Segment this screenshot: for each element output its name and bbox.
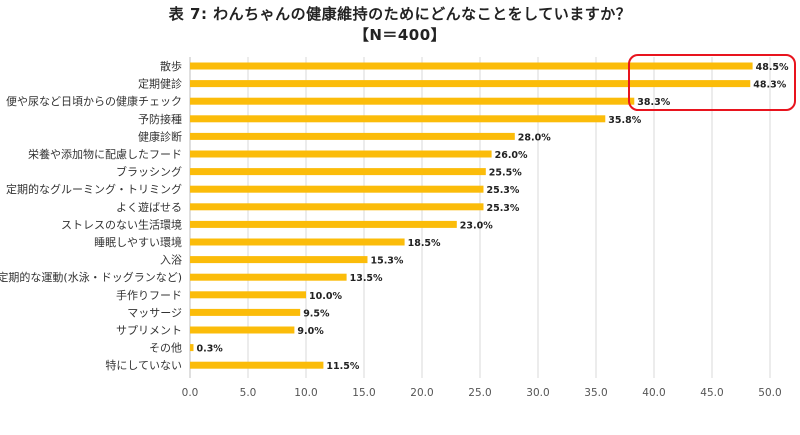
x-tick-label: 25.0 [468, 387, 491, 399]
bar [190, 273, 347, 281]
category-label: 栄養や添加物に配慮したフード [28, 147, 182, 161]
category-label: 入浴 [160, 254, 182, 267]
value-label: 0.3% [196, 344, 223, 355]
x-tick-label: 0.0 [182, 387, 199, 399]
category-label: 健康診断 [138, 129, 182, 143]
x-tick-label: 10.0 [294, 387, 317, 399]
bar [190, 291, 306, 299]
bar [190, 168, 486, 176]
x-tick-label: 20.0 [410, 387, 433, 399]
x-tick-label: 15.0 [352, 387, 375, 399]
category-label: 定期的なグルーミング・トリミング [6, 182, 182, 196]
category-label: サプリメント [116, 324, 182, 337]
bar [190, 256, 368, 264]
bar [190, 326, 295, 334]
value-label: 10.0% [309, 291, 342, 302]
x-tick-label: 35.0 [584, 387, 607, 399]
value-label: 48.3% [753, 80, 786, 91]
bar [190, 361, 324, 369]
value-label: 38.3% [637, 97, 670, 108]
x-tick-label: 5.0 [240, 387, 257, 399]
category-label: 便や尿など日頃からの健康チェック [6, 94, 182, 108]
bar [190, 308, 301, 316]
bar [190, 203, 484, 211]
value-label: 18.5% [408, 238, 441, 249]
x-tick-label: 30.0 [526, 387, 549, 399]
value-label: 28.0% [518, 132, 551, 143]
category-label: ブラッシング [116, 165, 182, 179]
value-label: 25.3% [486, 185, 519, 196]
category-label: 定期的な運動(水泳・ドッグランなど) [0, 270, 182, 284]
bar [190, 185, 484, 193]
bar [190, 80, 751, 88]
value-label: 15.3% [370, 256, 403, 267]
value-label: 25.5% [489, 168, 522, 179]
bar [190, 115, 606, 123]
bar [190, 344, 194, 352]
x-tick-label: 50.0 [758, 387, 781, 399]
category-label: 定期健診 [138, 77, 182, 91]
bar [190, 238, 405, 246]
category-label: 特にしていない [105, 358, 182, 372]
category-label: よく遊ばせる [116, 200, 182, 214]
highlight-box [628, 54, 796, 111]
value-label: 35.8% [608, 115, 641, 126]
category-label: ストレスのない生活環境 [61, 217, 182, 231]
bar [190, 150, 492, 158]
x-tick-label: 45.0 [700, 387, 723, 399]
bar [190, 132, 515, 140]
value-label: 26.0% [495, 150, 528, 161]
value-label: 11.5% [326, 361, 359, 372]
value-label: 9.0% [297, 326, 324, 337]
bar [190, 97, 635, 105]
value-label: 48.5% [756, 62, 789, 73]
category-label: マッサージ [127, 306, 182, 319]
category-label: 手作りフード [116, 288, 182, 302]
category-label: 睡眠しやすい環境 [94, 235, 182, 249]
value-label: 9.5% [303, 308, 330, 319]
value-label: 25.3% [486, 203, 519, 214]
x-tick-label: 40.0 [642, 387, 665, 399]
bar [190, 62, 753, 70]
category-label: その他 [149, 342, 182, 355]
value-label: 23.0% [460, 220, 493, 231]
bar [190, 220, 457, 228]
chart-title: 表 7: わんちゃんの健康維持のためにどんなことをしていますか？ [168, 5, 632, 23]
category-label: 散歩 [160, 59, 182, 73]
category-label: 予防接種 [138, 112, 182, 126]
value-label: 13.5% [350, 273, 383, 284]
chart-subtitle: 【N＝400】 [353, 26, 447, 44]
